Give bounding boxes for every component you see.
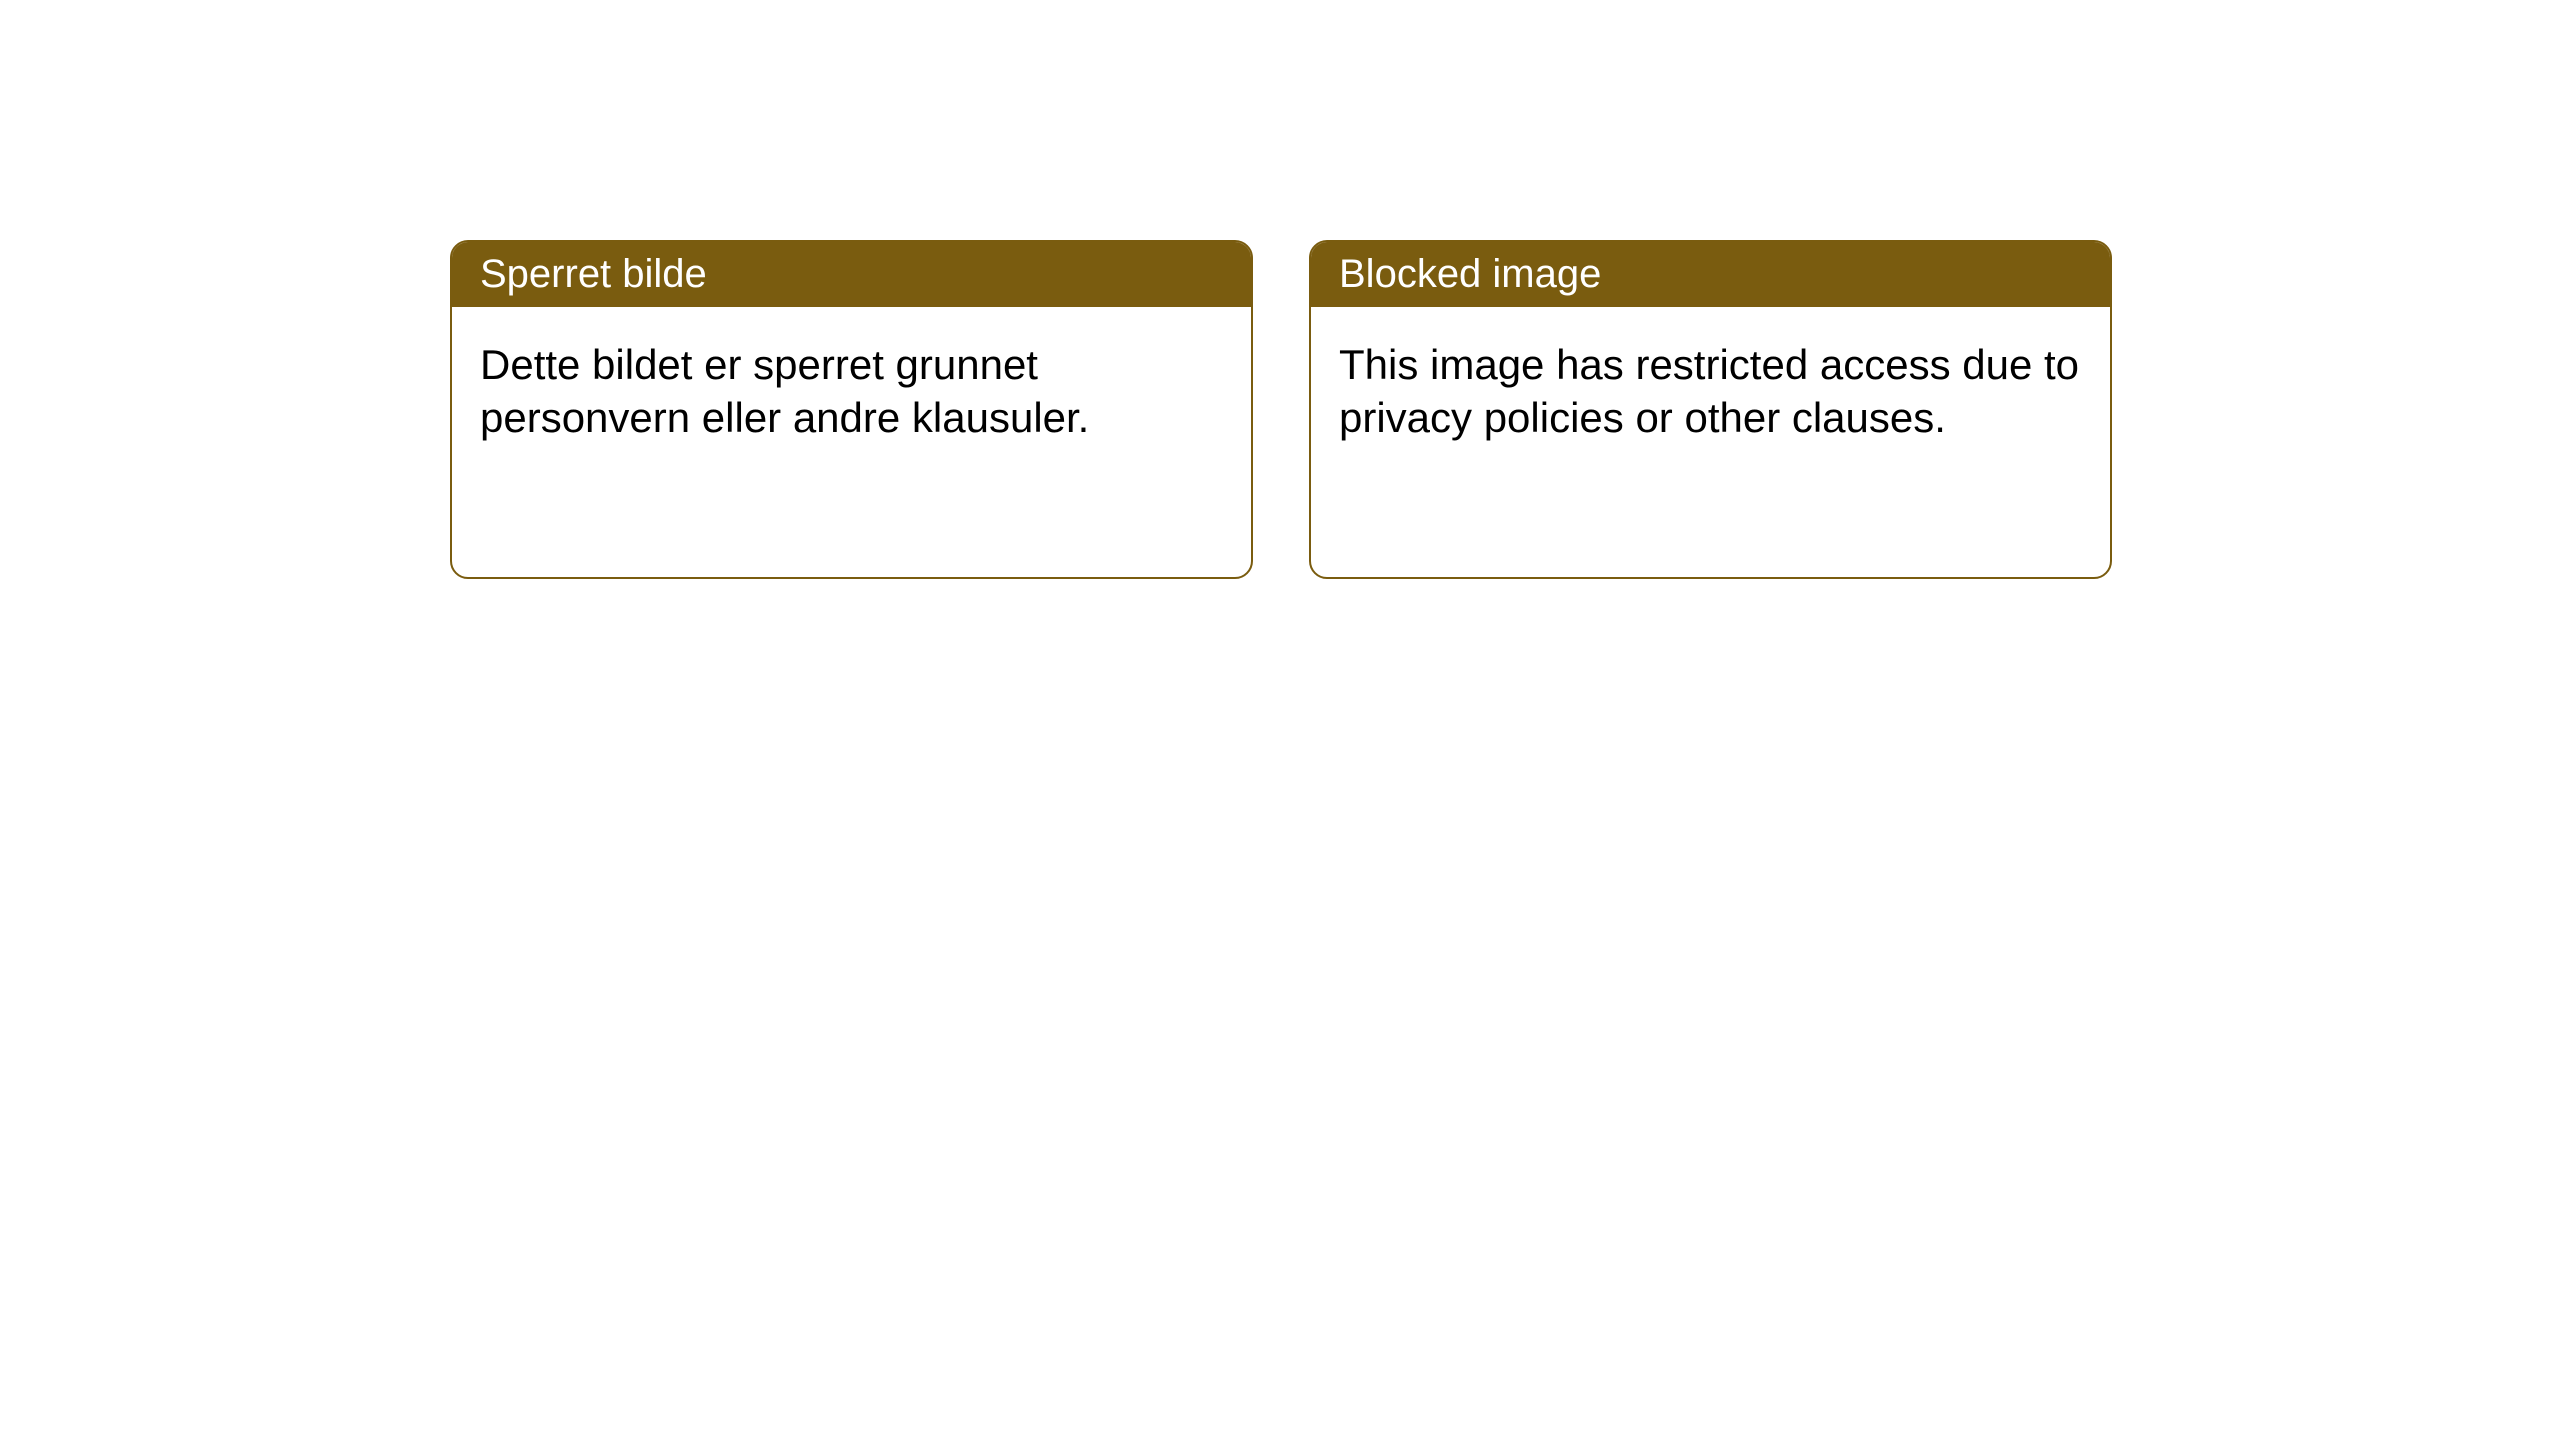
notice-container: Sperret bilde Dette bildet er sperret gr… (450, 240, 2112, 579)
notice-card-en: Blocked image This image has restricted … (1309, 240, 2112, 579)
notice-body-no: Dette bildet er sperret grunnet personve… (452, 307, 1251, 577)
notice-body-en: This image has restricted access due to … (1311, 307, 2110, 577)
notice-card-no: Sperret bilde Dette bildet er sperret gr… (450, 240, 1253, 579)
notice-title-no: Sperret bilde (452, 242, 1251, 307)
notice-title-en: Blocked image (1311, 242, 2110, 307)
